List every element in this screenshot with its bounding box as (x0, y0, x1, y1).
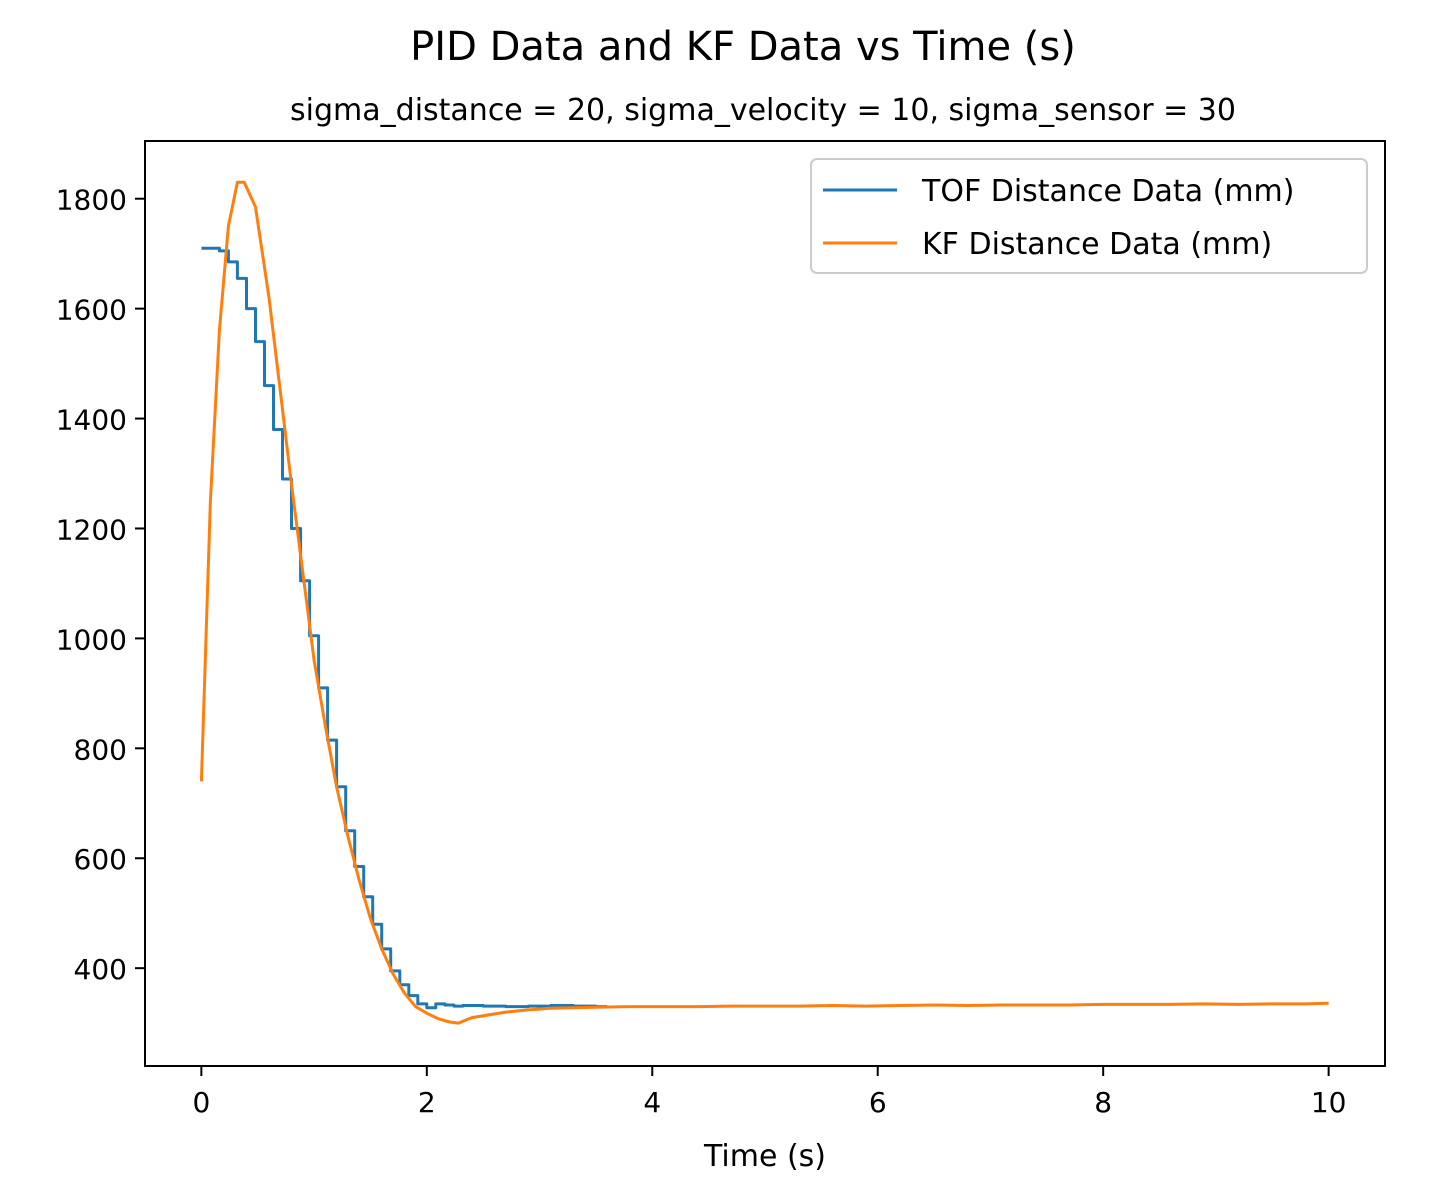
y-tick-label: 1200 (56, 513, 127, 546)
y-tick-label: 1600 (56, 294, 127, 327)
y-tick-label: 1400 (56, 404, 127, 437)
y-tick-label: 400 (74, 953, 127, 986)
y-tick-label: 1000 (56, 623, 127, 656)
x-axis-label: Time (s) (703, 1139, 826, 1174)
legend-box (810, 158, 1368, 274)
x-tick-label: 8 (1094, 1086, 1112, 1119)
chart-title: PID Data and KF Data vs Time (s) (410, 24, 1076, 70)
axes-frame (144, 140, 1386, 1067)
x-axis: 0 2 4 6 8 10 (192, 1066, 1346, 1119)
x-tick-label: 4 (643, 1086, 661, 1119)
y-tick-label: 1800 (56, 184, 127, 217)
legend: TOF Distance Data (mm) KF Distance Data … (810, 158, 1368, 274)
x-tick-label: 2 (418, 1086, 436, 1119)
chart-subtitle: sigma_distance = 20, sigma_velocity = 10… (290, 93, 1236, 128)
tof-distance-line (201, 246, 608, 1010)
x-tick-label: 6 (869, 1086, 887, 1119)
legend-label-kf: KF Distance Data (mm) (922, 227, 1272, 262)
plot-area (199, 180, 1329, 1025)
kf-distance-line (199, 180, 1329, 1025)
x-tick-label: 0 (192, 1086, 210, 1119)
legend-label-tof: TOF Distance Data (mm) (921, 174, 1294, 209)
y-tick-label: 600 (74, 843, 127, 876)
y-tick-label: 800 (74, 733, 127, 766)
x-tick-label: 10 (1311, 1086, 1347, 1119)
y-axis: 400 600 800 1000 1200 1400 1600 1800 (56, 184, 145, 986)
